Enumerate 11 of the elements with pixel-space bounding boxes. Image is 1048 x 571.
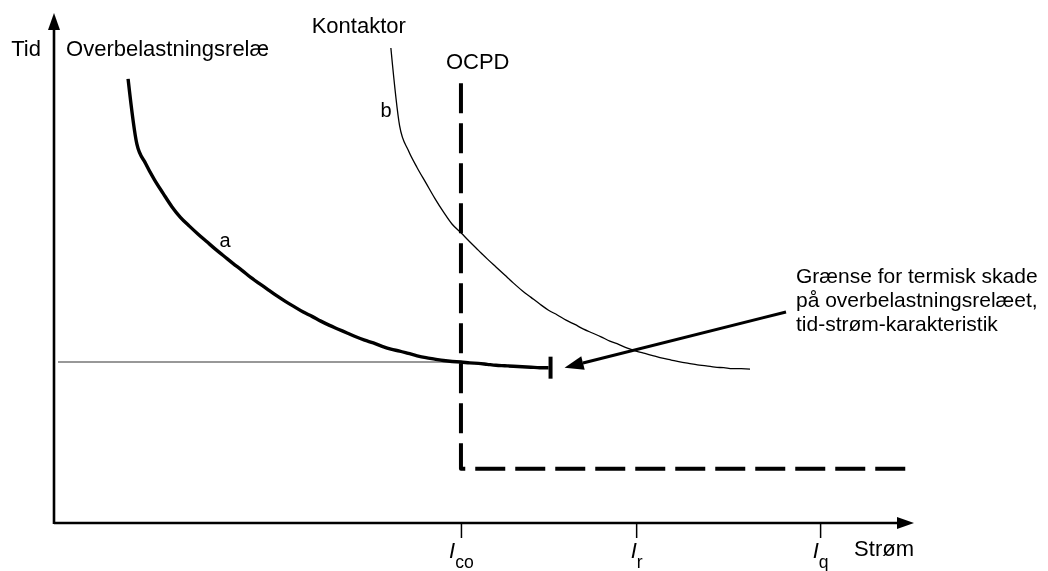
x-tick-label: I$_{q}$	[812, 538, 829, 571]
x-tick-label: I$_{co}$	[449, 538, 475, 571]
annotation: a	[219, 229, 232, 251]
legend-label: Overbelastningsrelæ	[66, 35, 270, 61]
y-axis-title: Tid	[11, 36, 41, 61]
annotation: b	[380, 99, 392, 121]
x-axis-title: Strøm	[854, 536, 914, 561]
annotation: Grænse for termisk skade på overbelastningsrelæet, tid-strøm-karakteristik	[796, 264, 1038, 335]
x-tick-label: I$_{r}$	[630, 538, 643, 571]
series-label: OCPD	[445, 49, 510, 75]
series-label: Kontaktor	[311, 13, 406, 38]
